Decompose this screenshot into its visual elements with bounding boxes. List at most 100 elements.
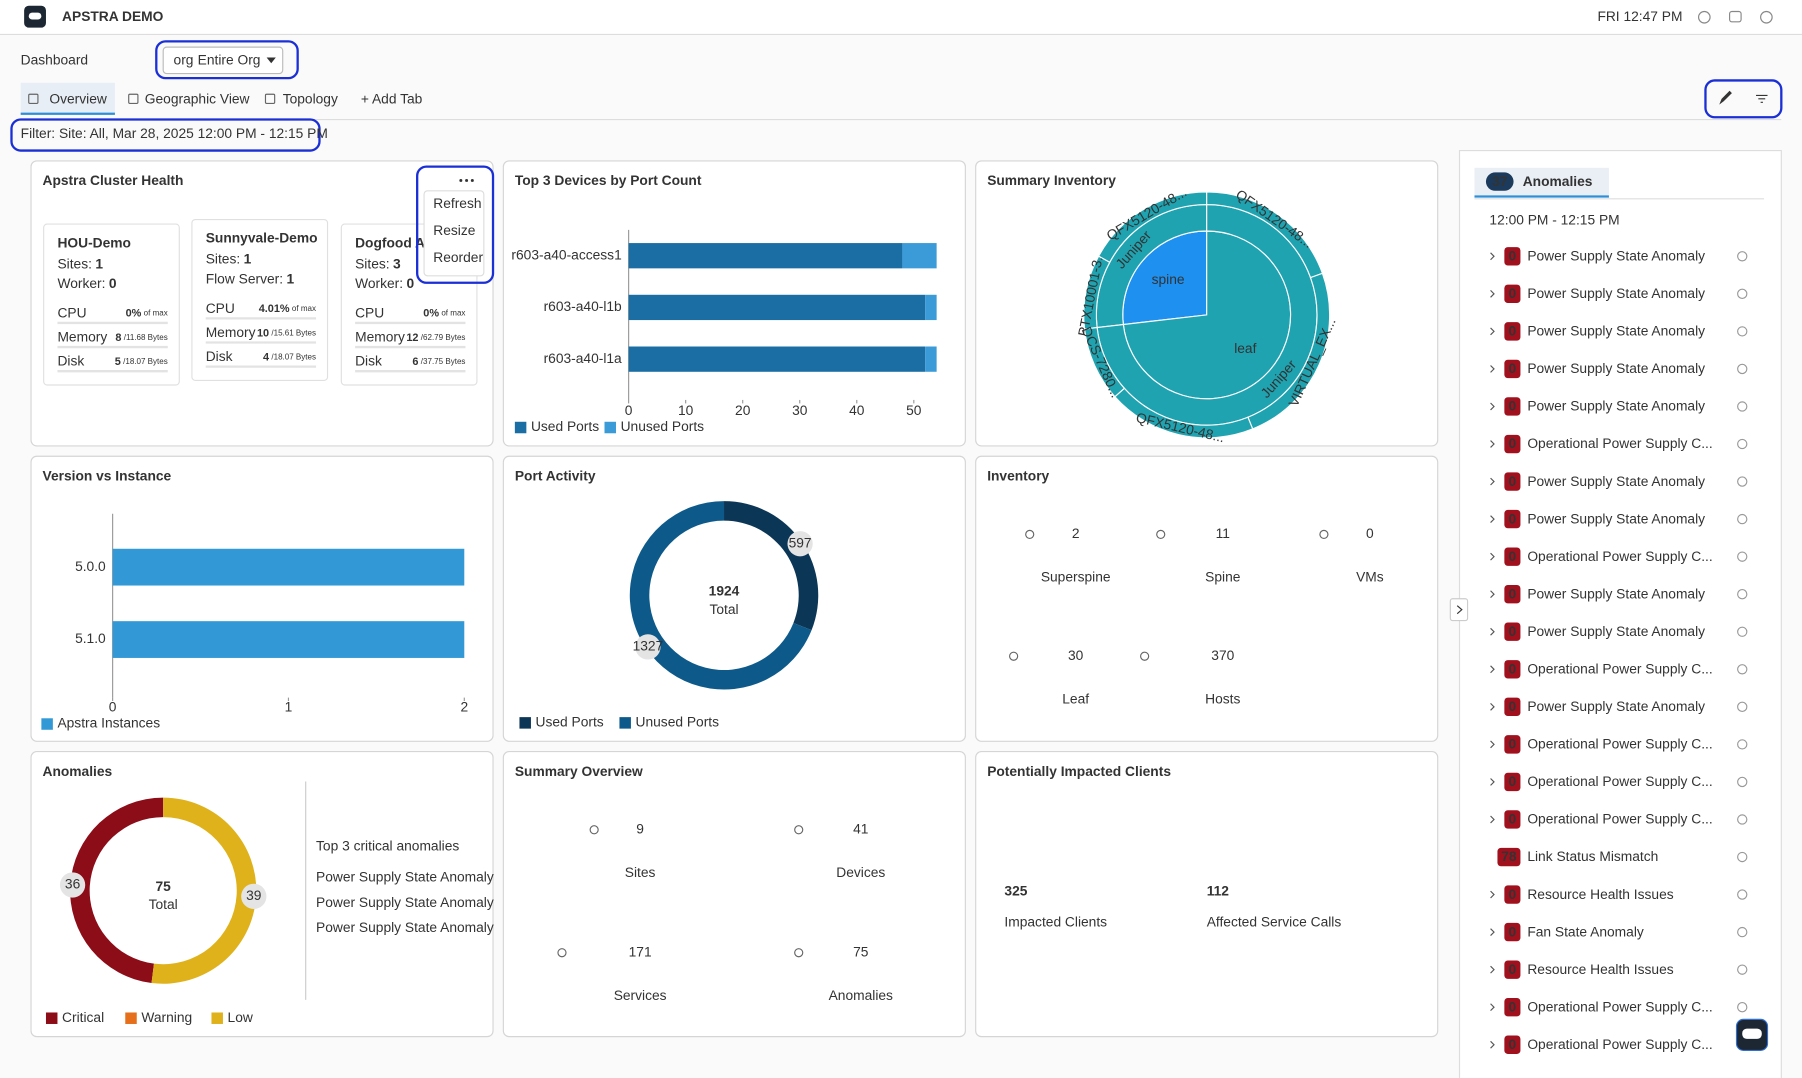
expand-chevron[interactable] [1490,627,1495,636]
anomaly-name[interactable]: Power Supply State Anomaly [1527,399,1705,414]
info-icon[interactable] [1737,664,1748,675]
cluster-name: Sunnyvale-Demo [206,231,318,246]
anomaly-name[interactable]: Power Supply State Anomaly [1527,586,1705,601]
help-icon[interactable] [1760,10,1773,24]
info-icon[interactable] [1737,551,1748,562]
anomaly-name[interactable]: Power Supply State Anomaly [1527,286,1705,301]
widget-title: Inventory [987,469,1049,484]
tab[interactable]: Topology [283,92,338,107]
filter-icon[interactable] [1756,94,1768,103]
info-icon[interactable] [1737,589,1748,600]
more-dot[interactable] [470,178,474,182]
tab[interactable]: Geographic View [145,92,250,107]
info-icon[interactable] [1737,251,1748,262]
tab[interactable]: Overview [49,92,106,107]
critical-anomaly[interactable]: Power Supply State Anomaly [316,870,494,885]
more-dot[interactable] [459,178,463,182]
donut-total-label: Total [149,897,178,912]
expand-chevron[interactable] [1490,552,1495,561]
expand-chevron[interactable] [1490,702,1495,711]
panel-title[interactable]: Anomalies [1523,174,1593,189]
critical-anomaly[interactable]: Power Supply State Anomaly [316,920,494,935]
anomaly-name[interactable]: Resource Health Issues [1527,887,1673,902]
anomaly-name[interactable]: Operational Power Supply C... [1527,549,1712,564]
menu-item[interactable]: Reorder [433,250,483,265]
expand-chevron[interactable] [1490,477,1495,486]
expand-chevron[interactable] [1490,365,1495,373]
impact-label[interactable]: Affected Service Calls [1207,914,1342,929]
info-icon[interactable] [1737,401,1748,412]
info-icon[interactable] [1737,438,1748,450]
cluster-info: Sites: 1 [57,256,103,271]
sunburst-label: leaf [1234,341,1256,356]
expand-chevron[interactable] [1490,252,1495,261]
widget [30,455,494,742]
info-icon[interactable] [1737,626,1748,637]
info-icon[interactable] [1737,964,1748,975]
expand-chevron[interactable] [1490,740,1495,749]
anomaly-name[interactable]: Operational Power Supply C... [1527,737,1712,752]
stat-icon [794,948,804,958]
expand-chevron[interactable] [1490,289,1495,298]
critical-anomaly[interactable]: Power Supply State Anomaly [316,895,494,910]
info-icon[interactable] [1737,288,1748,300]
info-icon[interactable] [1737,701,1748,713]
user-icon[interactable] [1697,10,1711,24]
metric-number: 8 [115,332,121,344]
expand-chevron[interactable] [1490,590,1495,599]
info-icon[interactable] [1737,776,1748,788]
menu-item[interactable]: Refresh [433,196,481,211]
anomaly-name[interactable]: Operational Power Supply C... [1527,662,1712,677]
impact-label[interactable]: Impacted Clients [1004,914,1107,929]
expand-chevron[interactable] [1490,665,1495,674]
time-range: 12:00 PM - 12:15 PM [1489,212,1619,227]
edit-icon[interactable] [1719,90,1732,105]
info-icon[interactable] [1737,1002,1748,1013]
anomaly-name[interactable]: Power Supply State Anomaly [1527,361,1705,376]
expand-chevron[interactable] [1490,1003,1495,1012]
chat-icon[interactable] [1729,10,1742,23]
anomaly-name[interactable]: Resource Health Issues [1527,962,1673,977]
info-icon[interactable] [1737,476,1748,487]
anomaly-name[interactable]: Operational Power Supply C... [1527,812,1712,827]
info-icon[interactable] [1737,326,1748,337]
anomaly-name[interactable]: Operational Power Supply C... [1527,999,1712,1014]
menu-item[interactable]: Resize [433,223,475,238]
info-icon[interactable] [1737,926,1748,938]
org-select[interactable] [162,46,284,75]
expand-chevron[interactable] [1490,890,1495,899]
anomaly-name[interactable]: Power Supply State Anomaly [1527,699,1705,714]
expand-chevron[interactable] [1490,440,1495,448]
anomaly-name[interactable]: Operational Power Supply C... [1527,1037,1712,1052]
info-icon[interactable] [1737,814,1748,825]
info-icon[interactable] [1737,889,1748,900]
tab[interactable]: + Add Tab [361,92,423,107]
more-dot[interactable] [465,178,469,182]
anomaly-name[interactable]: Link Status Mismatch [1527,849,1658,864]
expand-chevron[interactable] [1490,402,1495,411]
anomaly-name[interactable]: Power Supply State Anomaly [1527,624,1705,639]
widget-title: Top 3 Devices by Port Count [515,173,702,188]
info-icon[interactable] [1737,363,1748,375]
info-icon[interactable] [1737,851,1748,863]
anomaly-name[interactable]: Power Supply State Anomaly [1527,474,1705,489]
expand-chevron[interactable] [1490,815,1495,824]
expand-chevron[interactable] [1490,778,1495,786]
metric-number: 0% [126,308,142,320]
expand-chevron[interactable] [1490,928,1495,936]
collapse-button[interactable] [1449,598,1469,622]
anomaly-name[interactable]: Power Supply State Anomaly [1527,511,1705,526]
legend-label: Unused Ports [636,715,720,730]
anomaly-name[interactable]: Power Supply State Anomaly [1527,249,1705,264]
anomaly-name[interactable]: Operational Power Supply C... [1527,436,1712,451]
expand-chevron[interactable] [1490,1040,1495,1049]
highlight-box [155,40,299,80]
anomaly-name[interactable]: Fan State Anomaly [1527,924,1644,939]
expand-chevron[interactable] [1490,327,1495,336]
anomaly-name[interactable]: Operational Power Supply C... [1527,774,1712,789]
expand-chevron[interactable] [1490,515,1495,523]
info-icon[interactable] [1737,513,1748,525]
expand-chevron[interactable] [1490,965,1495,974]
anomaly-name[interactable]: Power Supply State Anomaly [1527,324,1705,339]
info-icon[interactable] [1737,739,1748,750]
